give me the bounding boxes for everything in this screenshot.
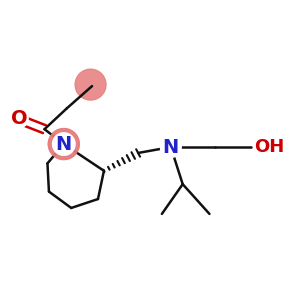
Circle shape <box>258 136 280 158</box>
Text: N: N <box>56 135 72 154</box>
Circle shape <box>160 136 181 158</box>
Circle shape <box>48 129 79 160</box>
Circle shape <box>10 110 28 128</box>
Text: O: O <box>11 109 28 128</box>
Text: OH: OH <box>254 138 284 156</box>
Text: N: N <box>163 137 179 157</box>
Circle shape <box>75 69 106 100</box>
Circle shape <box>48 129 79 160</box>
Circle shape <box>52 133 75 155</box>
